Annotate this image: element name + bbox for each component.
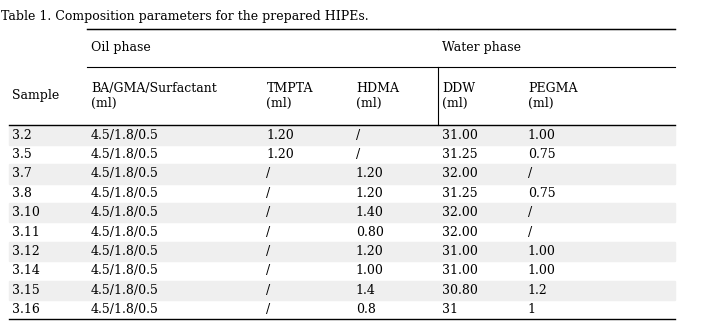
Text: 0.80: 0.80 [356, 226, 384, 239]
Text: 4.5/1.8/0.5: 4.5/1.8/0.5 [91, 284, 159, 297]
Text: Sample: Sample [12, 89, 60, 103]
Text: 0.75: 0.75 [528, 148, 556, 161]
Text: 3.14: 3.14 [12, 265, 40, 277]
Text: 1.20: 1.20 [267, 129, 294, 141]
Text: 3.8: 3.8 [12, 187, 32, 200]
Text: 1.00: 1.00 [528, 245, 556, 258]
Text: /: / [267, 284, 270, 297]
Text: 31: 31 [442, 303, 458, 316]
Text: 0.8: 0.8 [356, 303, 376, 316]
Text: HDMA
(ml): HDMA (ml) [356, 82, 399, 110]
Text: /: / [267, 226, 270, 239]
Text: 4.5/1.8/0.5: 4.5/1.8/0.5 [91, 148, 159, 161]
Text: 4.5/1.8/0.5: 4.5/1.8/0.5 [91, 129, 159, 141]
Text: 3.11: 3.11 [12, 226, 40, 239]
Text: 4.5/1.8/0.5: 4.5/1.8/0.5 [91, 265, 159, 277]
Text: /: / [356, 148, 360, 161]
Text: /: / [356, 129, 360, 141]
Text: /: / [267, 167, 270, 180]
Text: 1.20: 1.20 [356, 167, 384, 180]
Bar [9, 164, 674, 184]
Text: 3.5: 3.5 [12, 148, 32, 161]
Bar [9, 203, 674, 222]
Text: 31.25: 31.25 [442, 187, 477, 200]
Text: /: / [267, 303, 270, 316]
Text: 31.00: 31.00 [442, 129, 477, 141]
Text: 1.40: 1.40 [356, 206, 384, 219]
Text: 4.5/1.8/0.5: 4.5/1.8/0.5 [91, 187, 159, 200]
Text: 32.00: 32.00 [442, 206, 477, 219]
Text: PEGMA
(ml): PEGMA (ml) [528, 82, 577, 110]
Text: 1.00: 1.00 [356, 265, 384, 277]
Text: /: / [267, 265, 270, 277]
Text: Table 1. Composition parameters for the prepared HIPEs.: Table 1. Composition parameters for the … [1, 10, 369, 23]
Text: 3.12: 3.12 [12, 245, 40, 258]
Text: 1.20: 1.20 [356, 245, 384, 258]
Text: 4.5/1.8/0.5: 4.5/1.8/0.5 [91, 303, 159, 316]
Text: 3.10: 3.10 [12, 206, 40, 219]
Bar [9, 242, 674, 261]
Text: Oil phase: Oil phase [91, 41, 151, 54]
Text: /: / [267, 245, 270, 258]
Text: 1.00: 1.00 [528, 129, 556, 141]
Text: 1.4: 1.4 [356, 284, 376, 297]
Text: 3.2: 3.2 [12, 129, 32, 141]
Text: 1.20: 1.20 [267, 148, 294, 161]
Text: 1.20: 1.20 [356, 187, 384, 200]
Text: 3.15: 3.15 [12, 284, 40, 297]
Text: /: / [528, 226, 532, 239]
Text: TMPTA
(ml): TMPTA (ml) [267, 82, 313, 110]
Text: 32.00: 32.00 [442, 167, 477, 180]
Text: 32.00: 32.00 [442, 226, 477, 239]
Text: 1.00: 1.00 [528, 265, 556, 277]
Text: 3.16: 3.16 [12, 303, 40, 316]
Text: /: / [528, 167, 532, 180]
Text: 31.00: 31.00 [442, 265, 477, 277]
Text: 4.5/1.8/0.5: 4.5/1.8/0.5 [91, 245, 159, 258]
Text: 4.5/1.8/0.5: 4.5/1.8/0.5 [91, 226, 159, 239]
Text: BA/GMA/Surfactant
(ml): BA/GMA/Surfactant (ml) [91, 82, 216, 110]
Bar [9, 125, 674, 145]
Text: 30.80: 30.80 [442, 284, 477, 297]
Text: DDW
(ml): DDW (ml) [442, 82, 475, 110]
Text: /: / [528, 206, 532, 219]
Text: Water phase: Water phase [442, 41, 521, 54]
Text: /: / [267, 187, 270, 200]
Bar [9, 281, 674, 300]
Text: 31.00: 31.00 [442, 245, 477, 258]
Text: 4.5/1.8/0.5: 4.5/1.8/0.5 [91, 167, 159, 180]
Text: /: / [267, 206, 270, 219]
Text: 0.75: 0.75 [528, 187, 556, 200]
Text: 1.2: 1.2 [528, 284, 548, 297]
Text: 31.25: 31.25 [442, 148, 477, 161]
Text: 4.5/1.8/0.5: 4.5/1.8/0.5 [91, 206, 159, 219]
Text: 1: 1 [528, 303, 536, 316]
Text: 3.7: 3.7 [12, 167, 32, 180]
